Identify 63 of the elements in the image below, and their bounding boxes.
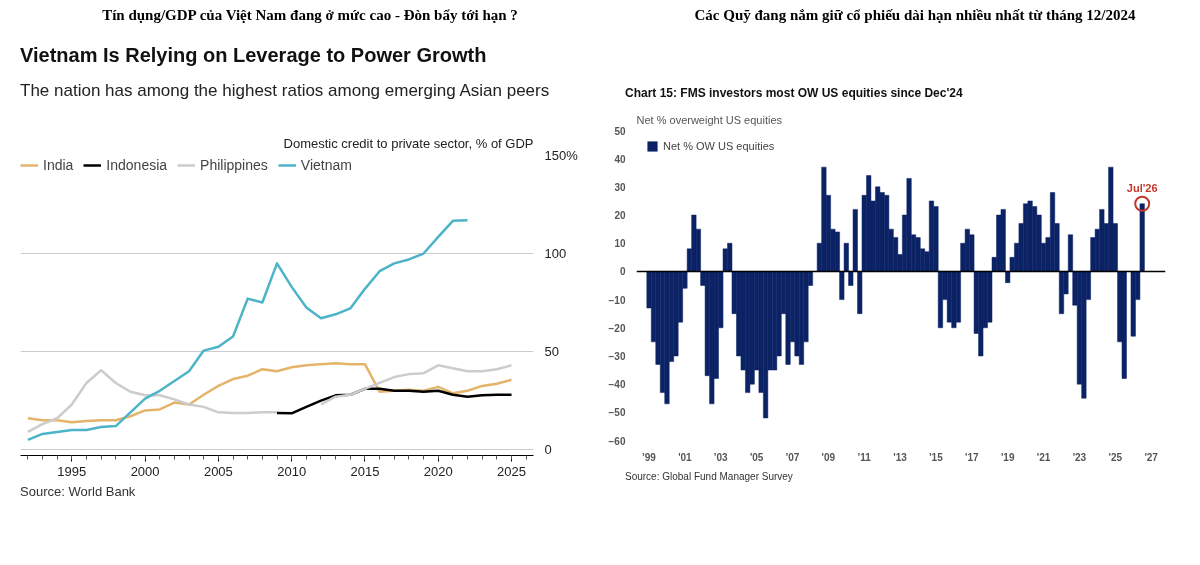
y-tick-label: 0 (619, 266, 626, 278)
bar (1121, 271, 1127, 379)
source-note: Source: World Bank (20, 483, 136, 501)
x-tick-label: '11 (857, 451, 872, 463)
y-tick-label: −50 (608, 407, 626, 419)
x-tick-label: '03 (714, 451, 728, 463)
bar (906, 178, 912, 272)
y-tick-label: 0 (544, 442, 552, 458)
x-tick-label: 2010 (277, 463, 307, 479)
legend-label: Indonesia (106, 157, 168, 173)
y-tick-label: −20 (608, 322, 626, 334)
bar (1081, 271, 1087, 399)
x-tick-label: '17 (965, 451, 980, 463)
x-tick-label: '25 (1108, 451, 1123, 463)
legend-label: Philippines (200, 157, 268, 173)
x-tick-label: '99 (642, 451, 657, 463)
bar (691, 214, 697, 272)
bar (664, 271, 670, 405)
x-tick-label: 2025 (497, 463, 526, 479)
bar (785, 271, 791, 365)
line-series (26, 218, 469, 442)
y-tick-label: 50 (544, 344, 559, 360)
x-tick-label: 2005 (203, 463, 233, 479)
x-tick-label: '27 (1144, 451, 1159, 463)
chart-subtitle: Chart 15: FMS investors most OW US equities since Dec'24 (625, 85, 963, 102)
annotation: Jul'26 (1126, 181, 1158, 194)
x-tick-label: '09 (821, 451, 836, 463)
bar (915, 237, 921, 272)
y-tick-label: 20 (614, 210, 626, 222)
y-tick-label: 10 (614, 238, 626, 250)
x-tick-label: '07 (785, 451, 800, 463)
text: The nation has among the highest ratios among emerging Asian peers (20, 80, 550, 102)
x-tick-label: '01 (678, 451, 693, 463)
y-axis-title: Domestic credit to private sector, % of GDP (283, 135, 534, 151)
y-tick-label: −30 (608, 350, 626, 362)
y-tick-label: −40 (608, 379, 626, 391)
bar (1027, 200, 1033, 272)
legend-label: Vietnam (300, 157, 352, 173)
y-tick-label: 40 (614, 153, 626, 165)
y-tick-label: 50 (614, 125, 626, 137)
legend-label: India (43, 157, 74, 173)
legend-label: Net % OW US equities (663, 140, 775, 152)
y-tick-label: 30 (614, 181, 626, 193)
x-tick-label: 2020 (423, 463, 453, 479)
x-tick-label: '15 (929, 451, 944, 463)
chart-title: Các Quỹ đang nắm giữ cổ phiếu dài hạn nhiều nhất từ tháng 12/2024 (694, 6, 1136, 25)
bar (821, 166, 827, 272)
y-tick-label: −10 (608, 294, 626, 306)
x-tick-label: '23 (1072, 451, 1087, 463)
x-tick-label: 2015 (350, 463, 380, 479)
x-tick-label: '21 (1036, 451, 1051, 463)
y-tick-label: −60 (608, 435, 626, 447)
x-tick-label: '13 (893, 451, 908, 463)
x-tick-label: '19 (1000, 451, 1015, 463)
chart-subtitle: Vietnam Is Relying on Leverage to Power Growth (20, 43, 487, 68)
source-note: Source: Global Fund Manager Survey (625, 470, 793, 484)
x-tick-label: 1995 (57, 463, 87, 479)
x-tick-label: '05 (749, 451, 764, 463)
chart-title: Tín dụng/GDP của Việt Nam đang ở mức cao - Đòn bẩy tới hạn ? (102, 6, 518, 25)
y-tick-label: 150% (544, 148, 579, 163)
y-axis-title: Net % overweight US equities (636, 113, 783, 126)
x-tick-label: 2000 (130, 463, 160, 479)
y-tick-label: 100 (544, 246, 567, 262)
